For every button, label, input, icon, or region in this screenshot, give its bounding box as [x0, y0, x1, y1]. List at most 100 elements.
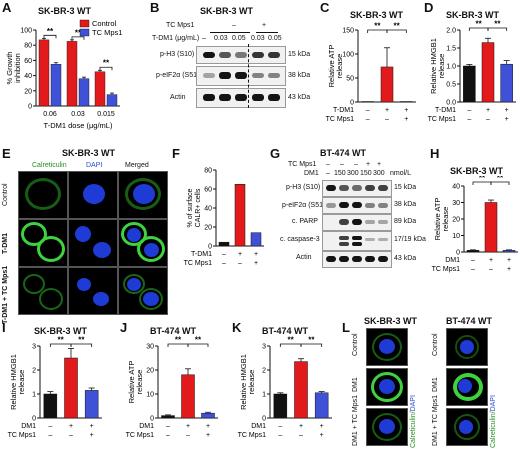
- micrograph-e-combo-calreticulin: [18, 267, 68, 315]
- panel-label-g: G: [270, 146, 281, 161]
- blot-band: [203, 52, 215, 58]
- y-tick-label: 2: [32, 368, 36, 375]
- y-axis-label: % Growth: [5, 52, 14, 85]
- y-tick-label: 60: [24, 58, 32, 65]
- bar: [94, 71, 106, 107]
- x-axis-label: T-DM1 dose (μg/mL): [44, 121, 113, 130]
- panel-a-title: SK-BR-3 WT: [38, 6, 91, 16]
- condition-sign: +: [385, 107, 389, 114]
- blot-band: [326, 203, 336, 208]
- bar: [50, 64, 62, 107]
- bar: [78, 78, 90, 107]
- y-tick-label: 40: [24, 73, 32, 80]
- legend-swatch: [79, 19, 90, 28]
- significance-label: **: [78, 336, 85, 345]
- panel-label-l: L: [342, 320, 350, 335]
- blot-band: [378, 185, 388, 191]
- panel-i-title: SK-BR-3 WT: [34, 326, 87, 336]
- condition-row-label: DM1: [139, 423, 154, 430]
- blot-g-tc: +: [377, 161, 382, 168]
- condition-row-label: DM1: [251, 423, 266, 430]
- blot-b-strip-ph3: [196, 46, 286, 64]
- chart-d-hmgb1-release: 0.0 0.5 1.0 1.5 2.0 Relative HMGB1 release T-DM…: [428, 20, 516, 123]
- micrograph-e-combo-dapi: [68, 267, 118, 315]
- condition-sign: –: [486, 116, 490, 123]
- significance-label: **: [476, 20, 483, 29]
- bar: [66, 41, 78, 107]
- micrograph-e-tdm1-dapi: [68, 219, 118, 267]
- condition-sign: –: [48, 423, 52, 430]
- significance-label: **: [288, 336, 295, 345]
- blot-band: [219, 72, 231, 79]
- x-tick-label: 0.03: [71, 111, 85, 118]
- condition-sign: –: [166, 432, 170, 439]
- condition-sign: –: [222, 251, 226, 258]
- chart-a-growth-inhibition: 0 20 40 60 80 100 % Growth inhibition 0.06 ** 0.03…: [5, 19, 122, 130]
- chart-f-surface-calr: 0 20 40 60 80 % of surface CALR+ cells T-DM1 TC …: [184, 168, 264, 267]
- legend-swatch: [79, 28, 90, 37]
- panel-l-stain-label-right: Calreticulin/DAPI: [490, 395, 497, 448]
- blot-b-size: 43 kDa: [288, 94, 311, 101]
- y-tick-label: 0: [350, 100, 354, 107]
- y-tick-label: 1: [32, 392, 36, 399]
- y-tick-label: 20: [24, 88, 32, 95]
- panel-label-a: A: [2, 0, 12, 15]
- condition-sign: +: [505, 107, 509, 114]
- y-tick-label: 0: [208, 244, 212, 251]
- bar: [400, 101, 413, 103]
- micrograph-e-control-dapi: [68, 171, 118, 219]
- blot-g-tc: –: [354, 161, 358, 168]
- blot-g-size: 15 kDa: [394, 184, 417, 191]
- blot-band: [339, 236, 349, 240]
- y-axis-label: Relative ATP: [127, 361, 136, 404]
- panel-e-row-control: Control: [2, 183, 9, 206]
- panel-k-title: BT-474 WT: [262, 326, 309, 336]
- x-tick-label: 0.015: [97, 111, 115, 118]
- blot-b-row-label: Actin: [170, 94, 186, 101]
- panel-label-e: E: [2, 146, 11, 161]
- blot-b-dose-3: 0.05: [232, 35, 246, 42]
- blot-band: [378, 238, 388, 241]
- y-axis-label: release: [437, 54, 446, 79]
- micrograph-e-tdm1-calreticulin: [18, 219, 68, 267]
- condition-sign: –: [366, 107, 370, 114]
- panel-l-title-left: SK-BR-3 WT: [364, 316, 417, 326]
- panel-b-title: SK-BR-3 WT: [200, 6, 253, 16]
- blot-g-row-label: c. PARP: [292, 218, 318, 225]
- bar: [64, 357, 78, 419]
- blot-band: [339, 202, 349, 208]
- micrograph-l-bt474-control: [446, 328, 488, 366]
- y-tick-label: 3: [262, 344, 266, 351]
- panel-label-f: F: [172, 146, 180, 161]
- blot-b-size: 38 kDa: [288, 72, 311, 79]
- blot-band: [339, 185, 349, 191]
- condition-sign: +: [69, 423, 73, 430]
- y-tick-label: 80: [24, 43, 32, 50]
- panel-e-title: SK-BR-3 WT: [62, 148, 115, 158]
- panel-l-stain-label-left: Calreticulin/DAPI: [410, 395, 417, 448]
- blot-b-dose-4: 0.03: [251, 35, 265, 42]
- significance-label: **: [394, 22, 401, 31]
- y-tick-label: 60: [204, 187, 212, 194]
- bar: [273, 393, 288, 419]
- y-tick-label: 0: [262, 416, 266, 423]
- panel-e-col-merged: Merged: [125, 162, 149, 169]
- panel-label-b: B: [150, 0, 160, 15]
- significance-label: **: [308, 336, 315, 345]
- bar: [43, 393, 58, 419]
- y-axis-label: Relative ATP: [327, 45, 336, 88]
- significance-label: **: [58, 336, 65, 345]
- blot-b-dose-1: –: [202, 35, 206, 42]
- panel-e-row-tdm1: T-DM1: [2, 233, 9, 254]
- condition-sign: –: [69, 432, 73, 439]
- blot-b-dose-2: 0.03: [214, 35, 228, 42]
- y-axis-label: Relative HMGB1: [429, 38, 438, 94]
- micrograph-e-combo-merged: [118, 267, 168, 315]
- bar: [380, 66, 394, 103]
- condition-sign: –: [471, 266, 475, 273]
- blot-band: [378, 220, 388, 224]
- blot-g-row-label: p-H3 (S10): [286, 184, 321, 191]
- condition-sign: –: [186, 432, 190, 439]
- blot-band: [365, 203, 375, 208]
- blot-b-tc-minus: –: [232, 22, 236, 29]
